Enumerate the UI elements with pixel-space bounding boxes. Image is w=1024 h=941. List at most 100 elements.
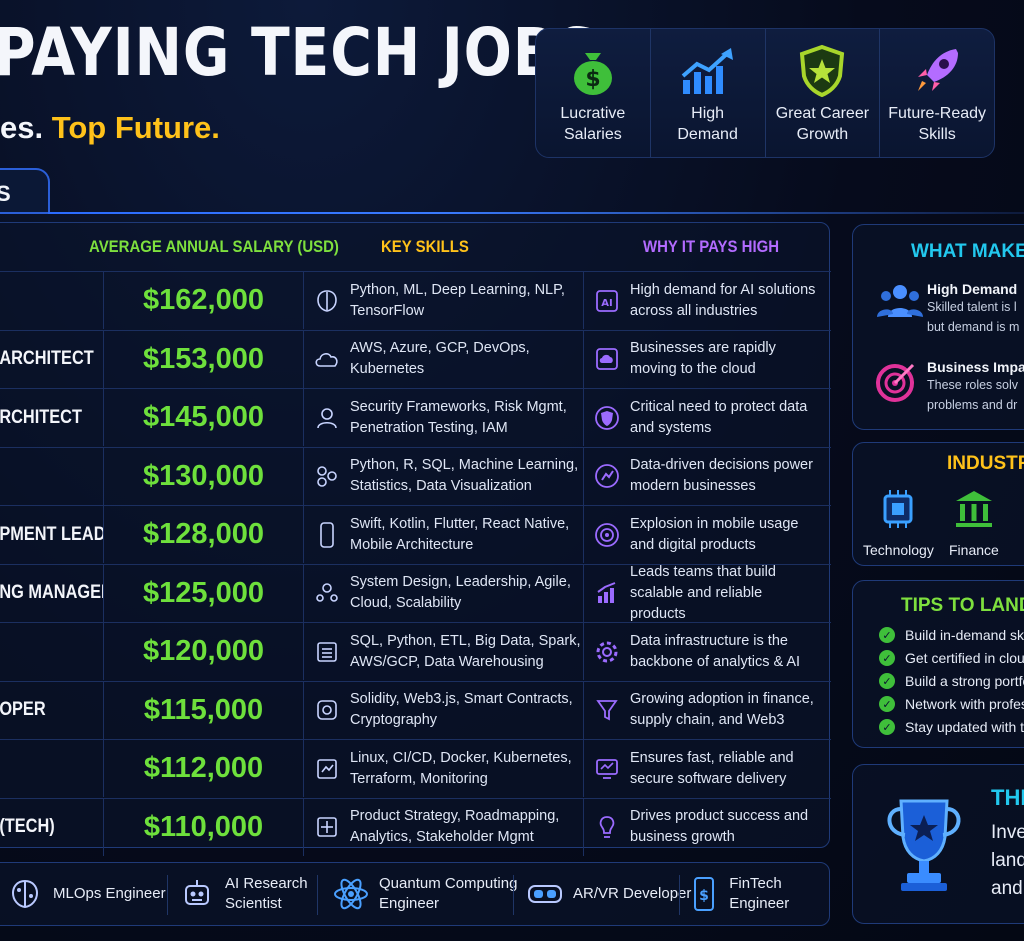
check-icon: ✓ xyxy=(879,627,895,643)
why-text: Data-driven decisions power modern busin… xyxy=(630,457,813,494)
what-makes-panel: WHAT MAKES High Demand Skilled talent is… xyxy=(852,224,1024,430)
tip-item: ✓ Stay updated with the xyxy=(879,719,1024,735)
what-makes-item: Business Impac These roles solv problems… xyxy=(875,359,1024,415)
badge-label: Great Career Growth xyxy=(775,105,870,143)
why-text: Drives product success and business grow… xyxy=(630,808,809,845)
divider xyxy=(513,875,514,915)
page-subtitle: es. Top Future. xyxy=(0,110,220,146)
trophy-icon xyxy=(879,793,969,902)
rocket-icon xyxy=(912,43,962,99)
future-line: Inve xyxy=(991,822,1024,843)
salary-value: $125,000 xyxy=(143,576,264,609)
job-title-cell: ARCHITECT xyxy=(0,331,103,388)
job-title: OPER xyxy=(0,699,46,720)
tips-title: TIPS TO LAND A xyxy=(901,595,1024,616)
salary-value: $130,000 xyxy=(143,459,264,492)
skills-text: Security Frameworks, Risk Mgmt, Penetrat… xyxy=(350,398,567,436)
job-title: NG MANAGER xyxy=(0,582,103,603)
section-divider xyxy=(48,212,1024,214)
table-row: $130,000 Python, R, SQL, Machine Learning… xyxy=(0,446,831,505)
role-label: AI Research Scientist xyxy=(225,875,308,912)
skills-cell: Python, ML, Deep Learning, NLP, TensorFl… xyxy=(303,272,583,329)
salary-value: $162,000 xyxy=(143,284,264,316)
what-makes-item-title: High Demand xyxy=(927,281,1018,297)
cloud-icon xyxy=(310,342,344,376)
bank-icon xyxy=(952,487,996,536)
future-text: Inve land and xyxy=(991,819,1024,903)
svg-text:$: $ xyxy=(585,67,600,92)
page-title: PAYING TECH JOBS xyxy=(0,14,599,91)
why-text: High demand for AI solutions across all … xyxy=(630,281,816,319)
tip-item: ✓ Get certified in cloud xyxy=(879,650,1024,666)
tip-item: ✓ Build in-demand skill xyxy=(879,627,1024,643)
subtitle-highlight: Top Future. xyxy=(51,110,220,145)
salary-value: $153,000 xyxy=(143,342,264,375)
shield-star-icon xyxy=(797,43,847,99)
tip-item: ✓ Build a strong portfo xyxy=(879,673,1024,689)
table-row: $120,000 SQL, Python, ETL, Big Data, Spar… xyxy=(0,622,831,680)
skills-cell: Product Strategy, Roadmapping, Analytics… xyxy=(303,798,583,856)
why-text: Growing adoption in finance, supply chai… xyxy=(630,691,814,728)
role-quantum: Quantum Computing Engineer xyxy=(331,863,517,925)
monitor-icon xyxy=(590,752,624,786)
role-label: Quantum Computing Engineer xyxy=(379,875,518,912)
industries-panel: INDUSTR Technology Finance H xyxy=(852,442,1024,566)
badge-growth: Great Career Growth xyxy=(766,29,881,157)
atom-icon xyxy=(331,874,371,914)
check-icon: ✓ xyxy=(879,650,895,666)
salary-cell: $128,000 xyxy=(103,506,303,563)
salary-table: AVERAGE ANNUAL SALARY (USD) KEY SKILLS W… xyxy=(0,222,831,856)
chip-icon xyxy=(876,487,920,536)
divider xyxy=(679,875,680,915)
why-text: Ensures fast, reliable and secure softwa… xyxy=(630,749,794,787)
skills-text: System Design, Leadership, Agile, Cloud,… xyxy=(350,574,571,611)
salary-value: $128,000 xyxy=(143,518,264,550)
salary-cell: $145,000 xyxy=(103,389,303,446)
skills-text: Product Strategy, Roadmapping, Analytics… xyxy=(350,808,560,845)
tip-text: Network with profes xyxy=(905,696,1024,712)
skills-cell: System Design, Leadership, Agile, Cloud,… xyxy=(303,564,583,622)
job-title: ARCHITECT xyxy=(0,348,94,369)
tips-panel: TIPS TO LAND A ✓ Build in-demand skill ✓ G… xyxy=(852,580,1024,748)
role-label: FinTech Engineer xyxy=(729,875,790,912)
skills-cell: Security Frameworks, Risk Mgmt, Penetrat… xyxy=(303,389,583,446)
badge-label: Future-Ready Skills xyxy=(888,105,987,143)
role-fintech: $ FinTech Engineer xyxy=(687,863,829,925)
future-line: land xyxy=(991,850,1024,871)
brain-icon xyxy=(310,284,344,318)
why-text: Businesses are rapidly moving to the clo… xyxy=(630,340,776,377)
table-row: ARCHITECT $153,000 AWS, Azure, GCP, DevOps… xyxy=(0,329,831,388)
table-row: PMENT LEAD $128,000 Swift, Kotlin, Flutter… xyxy=(0,505,831,563)
skills-text: AWS, Azure, GCP, DevOps, Kubernetes xyxy=(350,340,530,377)
why-cell: Ensures fast, reliable and secure softwa… xyxy=(583,740,819,797)
salary-cell: $162,000 xyxy=(103,272,303,329)
skills-cell: Linux, CI/CD, Docker, Kubernetes, Terraf… xyxy=(303,740,583,797)
role-label: MLOps Engineer xyxy=(53,885,166,902)
subtitle-white: es. xyxy=(0,110,44,145)
job-title-cell xyxy=(0,740,103,797)
chart-up-icon xyxy=(679,43,737,99)
job-title: PMENT LEAD xyxy=(0,523,103,545)
salary-cell: $120,000 xyxy=(103,623,303,680)
check-icon: ✓ xyxy=(879,673,895,689)
job-title-cell xyxy=(0,448,103,505)
job-title-cell xyxy=(0,272,103,329)
check-icon: ✓ xyxy=(879,719,895,735)
target-icon xyxy=(875,359,927,415)
skills-text: Solidity, Web3.js, Smart Contracts, Cryp… xyxy=(350,691,573,728)
role-ai-research: AI Research Scientist xyxy=(177,863,308,925)
shield-icon xyxy=(590,401,624,435)
table-row: NG MANAGER $125,000 System Design, Leaders… xyxy=(0,563,831,622)
table-row: (TECH) $110,000 Product Strategy, Roadmapp… xyxy=(0,797,831,856)
why-cell: Businesses are rapidly moving to the clo… xyxy=(583,330,819,388)
why-cell: AI High demand for AI solutions across al… xyxy=(583,272,819,329)
industry-label: Finance xyxy=(949,542,999,558)
job-title-cell xyxy=(0,623,103,680)
strategy-icon xyxy=(310,810,344,844)
job-title-cell: NG MANAGER xyxy=(0,565,103,622)
skills-text: SQL, Python, ETL, Big Data, Spark, AWS/G… xyxy=(350,632,581,670)
phone-dollar-icon: $ xyxy=(687,874,721,914)
tip-text: Build in-demand skill xyxy=(905,627,1024,643)
why-text: Data infrastructure is the backbone of a… xyxy=(630,632,801,670)
salary-cell: $153,000 xyxy=(103,330,303,388)
